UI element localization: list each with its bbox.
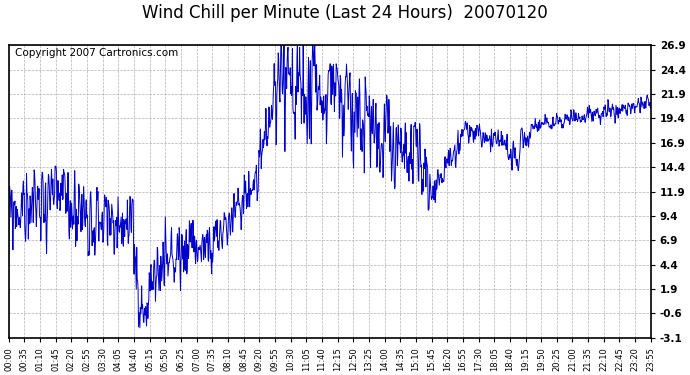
Text: Wind Chill per Minute (Last 24 Hours)  20070120: Wind Chill per Minute (Last 24 Hours) 20… — [142, 4, 548, 22]
Text: Copyright 2007 Cartronics.com: Copyright 2007 Cartronics.com — [15, 48, 178, 58]
